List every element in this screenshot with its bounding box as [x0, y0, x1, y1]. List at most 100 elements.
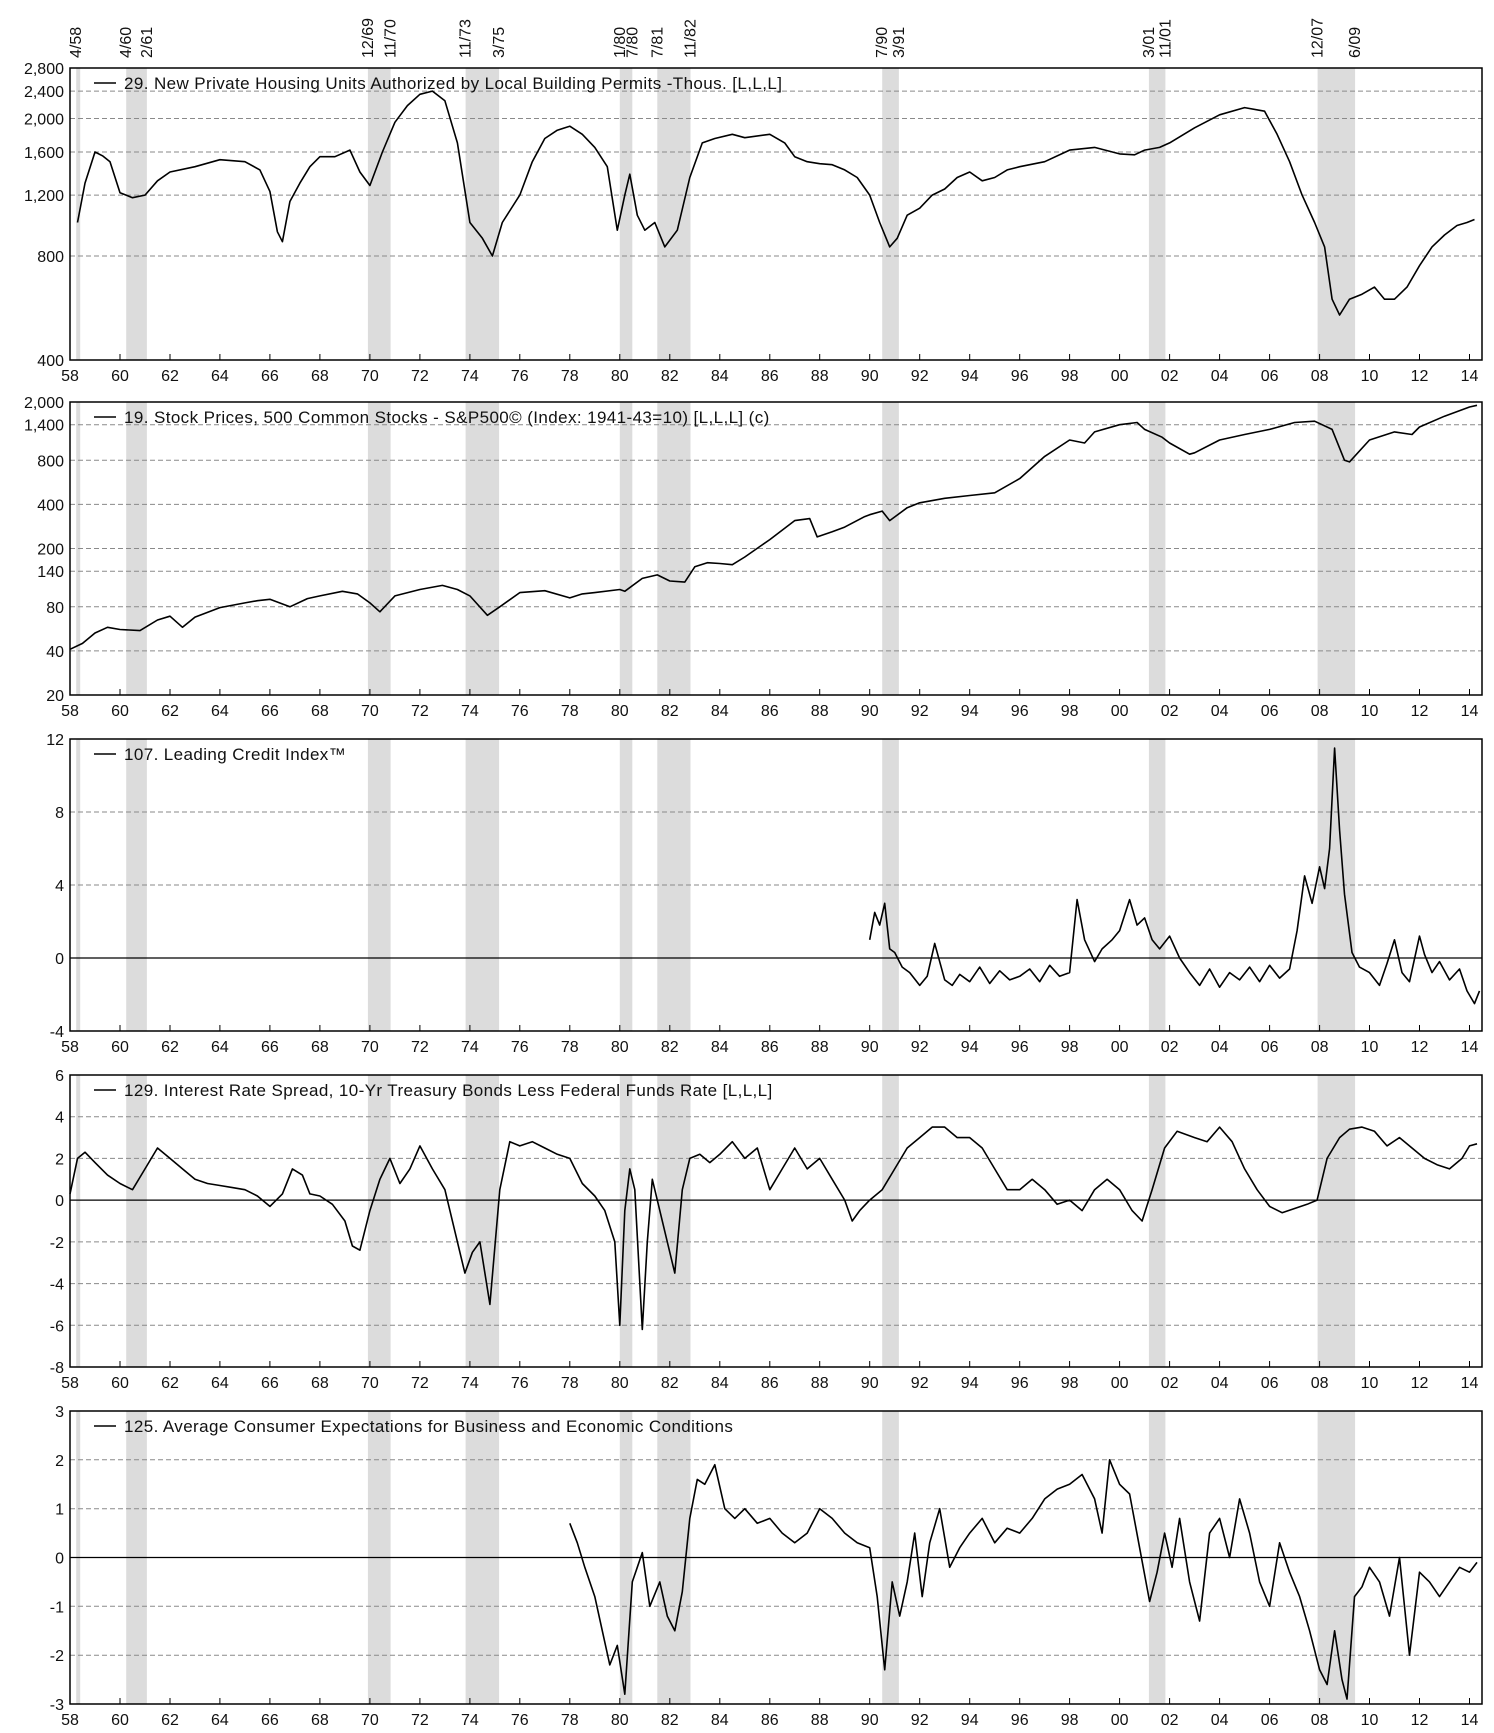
y-tick-label: 6 — [55, 1068, 64, 1085]
x-tick-label: 06 — [1261, 1375, 1279, 1392]
recession-shade-2 — [367, 402, 391, 695]
y-tick-label: 400 — [37, 497, 64, 514]
y-tick-label: 1 — [55, 1502, 64, 1519]
x-tick-label: 04 — [1211, 1039, 1229, 1056]
recession-label-end-5: 11/82 — [683, 19, 700, 58]
y-tick-label: -1 — [50, 1599, 64, 1616]
x-tick-label: 84 — [711, 1712, 729, 1729]
recession-shade-8 — [1317, 1075, 1356, 1367]
x-tick-label: 78 — [561, 1039, 579, 1056]
recession-shade-7 — [1148, 68, 1166, 360]
x-tick-label: 62 — [161, 703, 179, 720]
x-tick-label: 94 — [961, 703, 979, 720]
x-tick-label: 96 — [1011, 1039, 1029, 1056]
recession-label-start-1: 4/60 — [118, 27, 135, 58]
y-tick-label: 12 — [46, 732, 64, 749]
series-line — [76, 90, 1475, 316]
x-tick-label: 94 — [961, 1712, 979, 1729]
x-tick-label: 10 — [1361, 368, 1379, 385]
x-tick-label: 10 — [1361, 1375, 1379, 1392]
panel-title: 19. Stock Prices, 500 Common Stocks - S&… — [124, 408, 770, 427]
x-tick-label: 80 — [611, 1039, 629, 1056]
x-tick-label: 70 — [361, 368, 379, 385]
x-tick-label: 96 — [1011, 368, 1029, 385]
y-tick-label: 400 — [37, 353, 64, 370]
recession-label-start-6: 7/90 — [874, 27, 891, 58]
x-tick-label: 94 — [961, 1375, 979, 1392]
x-tick-label: 74 — [461, 1375, 479, 1392]
y-tick-label: 3 — [55, 1404, 64, 1421]
x-tick-label: 66 — [261, 1712, 279, 1729]
x-tick-label: 58 — [61, 368, 79, 385]
x-tick-label: 78 — [561, 1712, 579, 1729]
panel-title: 29. New Private Housing Units Authorized… — [124, 74, 782, 93]
y-tick-label: 80 — [46, 600, 64, 617]
y-tick-label: 2,400 — [24, 84, 64, 101]
panel-title: 125. Average Consumer Expectations for B… — [124, 1417, 733, 1436]
y-tick-label: 2 — [55, 1151, 64, 1168]
y-tick-label: -3 — [50, 1697, 64, 1714]
x-tick-label: 88 — [811, 1375, 829, 1392]
x-tick-label: 86 — [761, 1712, 779, 1729]
x-tick-label: 82 — [661, 1039, 679, 1056]
x-tick-label: 04 — [1211, 1375, 1229, 1392]
y-tick-label: 4 — [55, 878, 64, 895]
recession-shade-0 — [76, 1075, 81, 1367]
x-tick-label: 72 — [411, 703, 429, 720]
recession-label-start-5: 7/81 — [649, 27, 666, 58]
x-tick-label: 72 — [411, 1712, 429, 1729]
x-tick-label: 78 — [561, 703, 579, 720]
x-tick-label: 68 — [311, 1712, 329, 1729]
x-tick-label: 96 — [1011, 703, 1029, 720]
x-tick-label: 82 — [661, 1712, 679, 1729]
x-tick-label: 98 — [1061, 703, 1079, 720]
recession-label-start-0: 4/58 — [68, 27, 85, 58]
panel-title: 129. Interest Rate Spread, 10-Yr Treasur… — [124, 1081, 773, 1100]
y-tick-label: 0 — [55, 951, 64, 968]
recession-shade-4 — [619, 1075, 633, 1367]
recession-shade-3 — [465, 1075, 500, 1367]
x-tick-label: 12 — [1411, 703, 1429, 720]
y-tick-label: 800 — [37, 453, 64, 470]
x-tick-label: 74 — [461, 368, 479, 385]
plot-frame — [69, 401, 1483, 696]
y-tick-label: 4 — [55, 1110, 64, 1127]
plot-frame — [69, 67, 1483, 361]
x-tick-label: 90 — [861, 1712, 879, 1729]
recession-label-start-8: 12/07 — [1310, 18, 1327, 58]
recession-label-end-1: 2/61 — [139, 27, 156, 58]
y-tick-label: 1,600 — [24, 145, 64, 162]
x-tick-label: 62 — [161, 1375, 179, 1392]
x-tick-label: 70 — [361, 1375, 379, 1392]
x-tick-label: 72 — [411, 1375, 429, 1392]
x-tick-label: 74 — [461, 1712, 479, 1729]
x-tick-label: 70 — [361, 1712, 379, 1729]
plot-frame — [69, 1074, 1483, 1368]
x-tick-label: 84 — [711, 1375, 729, 1392]
y-tick-label: 8 — [55, 805, 64, 822]
x-tick-label: 84 — [711, 1039, 729, 1056]
x-tick-label: 04 — [1211, 368, 1229, 385]
x-tick-label: 10 — [1361, 1712, 1379, 1729]
series-line — [69, 1126, 1478, 1331]
x-tick-label: 10 — [1361, 1039, 1379, 1056]
x-tick-label: 80 — [611, 703, 629, 720]
x-tick-label: 72 — [411, 1039, 429, 1056]
recession-shade-7 — [1148, 402, 1166, 695]
recession-label-end-4: 7/80 — [624, 27, 641, 58]
x-tick-label: 80 — [611, 368, 629, 385]
x-tick-label: 06 — [1261, 1712, 1279, 1729]
x-tick-label: 76 — [511, 1375, 529, 1392]
series-line — [868, 747, 1481, 1005]
x-tick-label: 58 — [61, 1039, 79, 1056]
x-tick-label: 04 — [1211, 1712, 1229, 1729]
x-tick-label: 06 — [1261, 1039, 1279, 1056]
x-tick-label: 02 — [1161, 368, 1179, 385]
recession-label-end-8: 6/09 — [1347, 27, 1364, 58]
